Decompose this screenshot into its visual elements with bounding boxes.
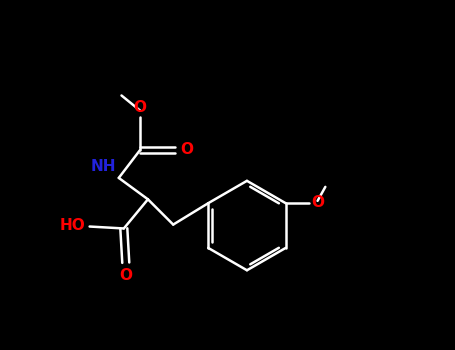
- Text: NH: NH: [90, 159, 116, 174]
- Text: O: O: [119, 268, 132, 283]
- Text: O: O: [134, 99, 147, 114]
- Text: O: O: [311, 195, 324, 210]
- Text: O: O: [180, 142, 193, 157]
- Text: HO: HO: [60, 218, 86, 233]
